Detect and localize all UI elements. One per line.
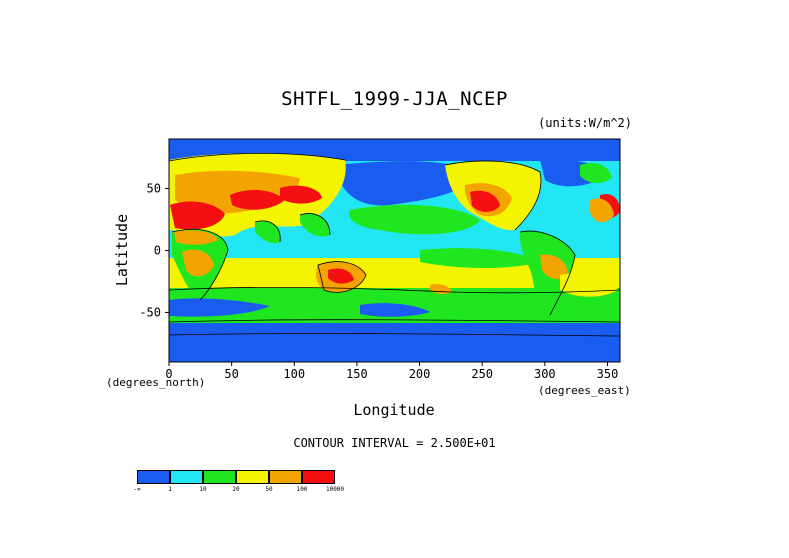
y-tick-label: 50	[147, 182, 161, 196]
contour-interval: CONTOUR INTERVAL = 2.500E+01	[293, 436, 496, 450]
y-unit-note: (degrees_north)	[106, 376, 205, 389]
legend-swatches	[137, 470, 335, 484]
x-unit-note: (degrees_east)	[538, 384, 631, 397]
legend-swatch	[269, 470, 302, 484]
y-axis-title: Latitude	[113, 214, 131, 286]
legend-swatch	[302, 470, 335, 484]
x-tick-label: 300	[534, 367, 556, 381]
legend-swatch	[203, 470, 236, 484]
legend-labels: -∞ 1 10 20 50 100 10000	[133, 484, 344, 494]
heatmap-field	[169, 139, 620, 362]
x-tick-label: 200	[409, 367, 431, 381]
legend-label: 10	[199, 486, 207, 493]
legend-swatch	[170, 470, 203, 484]
legend-label: 20	[232, 486, 240, 493]
x-axis-title: Longitude	[353, 401, 434, 419]
x-tick-label: 50	[224, 367, 238, 381]
x-axis-ticks: 0 50 100 150 200 250 300 350	[165, 362, 618, 381]
legend-label: 50	[265, 486, 273, 493]
units-label: (units:W/m^2)	[538, 116, 632, 130]
legend-label: 1	[168, 486, 172, 493]
legend-label: 10000	[325, 486, 345, 493]
legend-label: 100	[296, 486, 308, 493]
chart-title: SHTFL_1999-JJA_NCEP	[281, 88, 508, 110]
legend-swatch	[236, 470, 269, 484]
legend-label: -∞	[133, 486, 141, 493]
x-tick-label: 250	[471, 367, 493, 381]
y-axis-ticks: 50 0 -50	[139, 182, 169, 319]
legend-swatch	[137, 470, 170, 484]
y-tick-label: 0	[154, 244, 161, 258]
x-tick-label: 0	[165, 367, 172, 381]
x-tick-label: 350	[597, 367, 619, 381]
x-tick-label: 150	[346, 367, 368, 381]
x-tick-label: 100	[283, 367, 305, 381]
y-tick-label: -50	[139, 305, 161, 319]
color-legend: -∞ 1 10 20 50 100 10000	[133, 470, 344, 494]
